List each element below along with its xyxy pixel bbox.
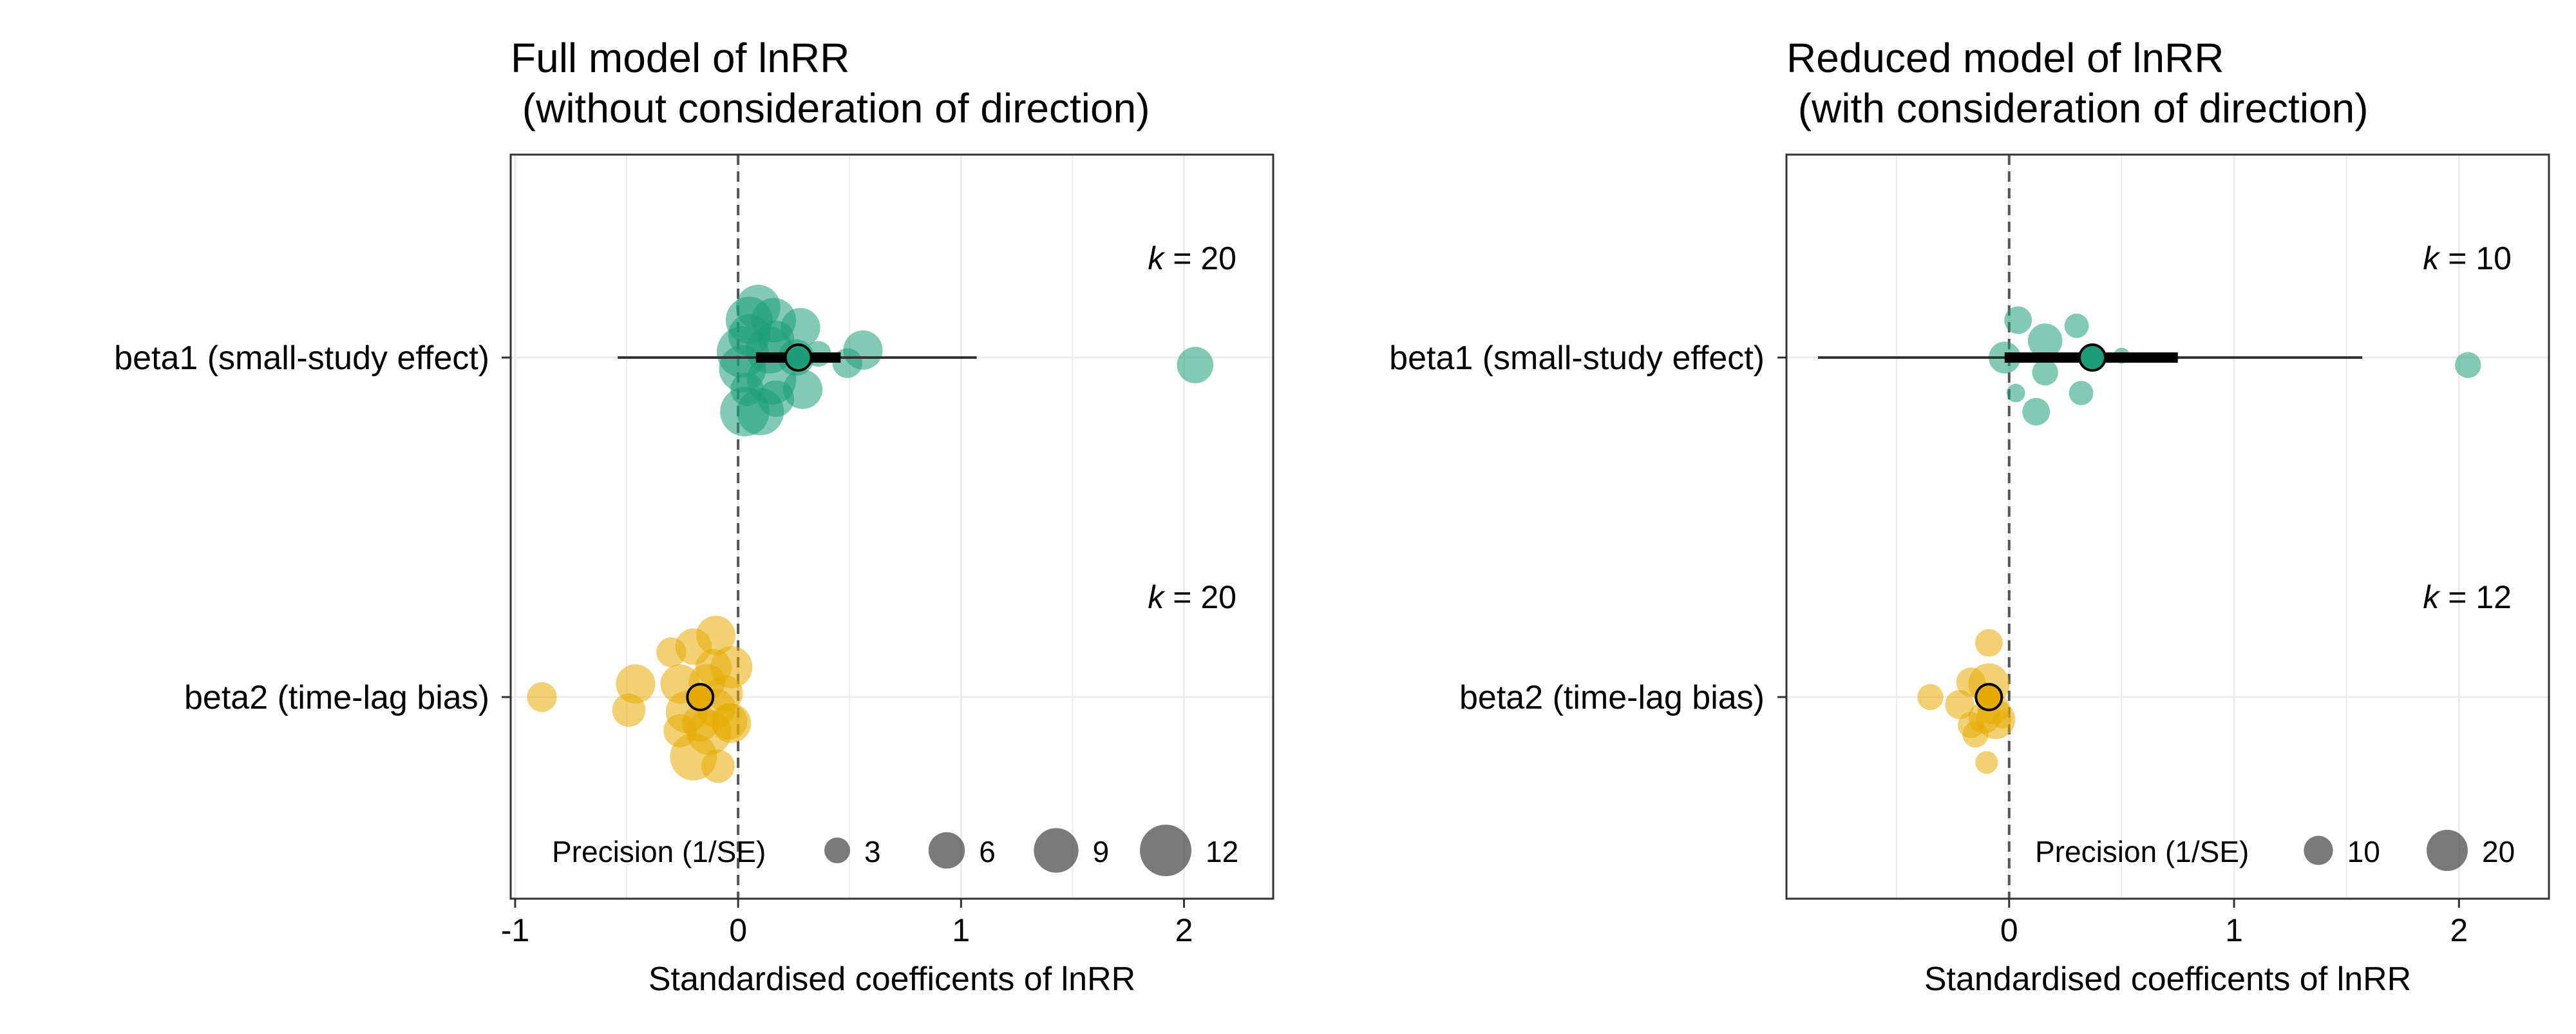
chart-title-line-1: Reduced model of lnRR (1786, 35, 2224, 81)
legend-title: Precision (1/SE) (552, 835, 766, 868)
plot-border (509, 153, 1274, 900)
data-point (1945, 689, 1975, 720)
data-point (2455, 352, 2481, 378)
legend-key-label: 20 (2482, 835, 2515, 868)
legend-key-label: 9 (1093, 835, 1110, 868)
size-legend: Precision (1/SE) 3 6 9 12 (552, 825, 1238, 876)
k-label: k = 10 (2423, 240, 2512, 276)
data-point (2022, 397, 2050, 426)
k-value: 20 (1200, 579, 1236, 615)
y-tick-label: beta1 (small-study effect) (114, 340, 489, 377)
mean-estimate (784, 343, 813, 372)
size-legend: Precision (1/SE) 10 20 (2035, 830, 2515, 871)
k-label: k = 12 (2423, 579, 2512, 615)
data-point (1975, 629, 2003, 657)
data-point (2069, 381, 2094, 406)
chart-panel-2: Reduced model of lnRR (with consideratio… (1389, 35, 2550, 998)
data-point (2027, 323, 2063, 358)
plot-border (1785, 153, 2550, 900)
x-axis-label: Standardised coefficents of lnRR (649, 961, 1135, 998)
legend-key-point (824, 838, 850, 863)
data-point (656, 637, 687, 667)
data-point (1917, 684, 1944, 711)
x-tick-label: 0 (729, 912, 747, 948)
data-point (701, 749, 735, 783)
data-point (612, 693, 646, 727)
series-1: k = 20 (618, 240, 1236, 437)
x-tick-label: 0 (2000, 912, 2018, 948)
data-point (1993, 710, 2012, 729)
plot-background (511, 155, 1273, 899)
data-point (2004, 306, 2032, 334)
data-point (1975, 751, 1998, 774)
legend-key-point (1034, 828, 1079, 873)
data-point (737, 388, 784, 436)
legend-key-label: 10 (2347, 835, 2380, 868)
data-point (2006, 383, 2025, 403)
x-tick-label: 2 (2450, 912, 2468, 948)
series-1: k = 10 (1817, 240, 2512, 426)
y-tick-label: beta2 (time-lag bias) (1459, 679, 1765, 716)
x-tick-label: 1 (2225, 912, 2243, 948)
mean-estimate (1975, 683, 2003, 711)
series-2: k = 12 (1917, 579, 2512, 774)
legend-key-label: 6 (979, 835, 996, 868)
x-tick-label: 1 (952, 912, 970, 948)
chart-panel-1: Full model of lnRR (without consideratio… (114, 35, 1274, 998)
y-tick-label: beta1 (small-study effect) (1389, 340, 1765, 377)
chart-title-line-1: Full model of lnRR (511, 35, 849, 81)
legend-key-point (2427, 830, 2468, 871)
mean-estimate (2078, 343, 2107, 372)
x-tick-label: -1 (501, 912, 529, 948)
chart-title-line-2: (without consideration of direction) (511, 85, 1150, 131)
plot-background (1786, 155, 2549, 899)
k-value: 20 (1200, 240, 1236, 276)
x-tick-label: 2 (1175, 912, 1193, 948)
k-value: 12 (2476, 579, 2512, 615)
mean-estimate (686, 683, 715, 711)
legend-key-point (2304, 836, 2333, 865)
legend-key-point (928, 832, 965, 869)
y-tick-label: beta2 (time-lag bias) (184, 679, 489, 716)
data-point (527, 682, 557, 713)
legend-title: Precision (1/SE) (2035, 835, 2249, 868)
series-2: k = 20 (527, 579, 1236, 783)
x-axis-label: Standardised coefficents of lnRR (1924, 961, 2411, 998)
legend-key-label: 3 (864, 835, 881, 868)
data-point (1177, 347, 1214, 383)
k-value: 10 (2476, 240, 2512, 276)
legend-key-label: 12 (1206, 835, 1238, 868)
chart-title-line-2: (with consideration of direction) (1786, 85, 2369, 131)
data-point (2064, 313, 2089, 338)
k-label: k = 20 (1148, 240, 1236, 276)
data-point (2032, 359, 2058, 386)
legend-key-point (1140, 825, 1191, 876)
k-label: k = 20 (1148, 579, 1236, 615)
data-point (1962, 721, 1989, 748)
